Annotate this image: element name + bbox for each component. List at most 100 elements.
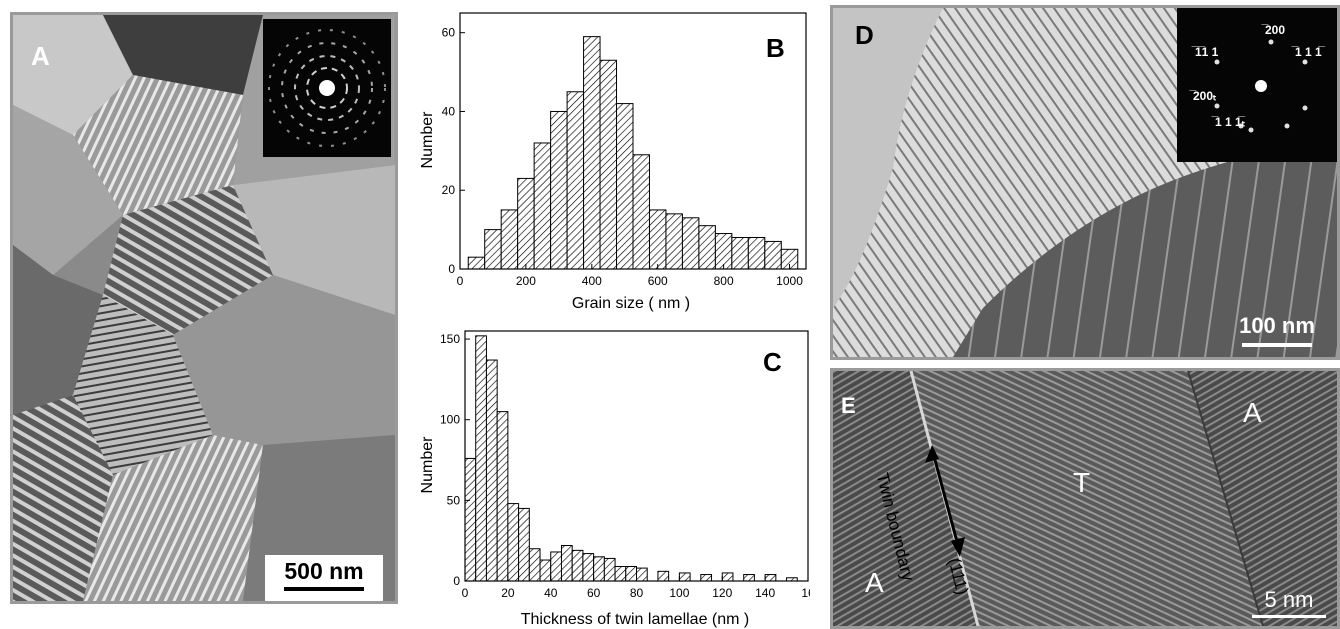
x-axis-label-c: Thickness of twin lamellae (nm ) [521,611,750,628]
histogram-bar [747,236,766,270]
histogram-bar [698,225,716,270]
histogram-bar [714,233,733,270]
histogram-bar [625,565,637,582]
histogram-bar [507,503,520,582]
histogram-bar [700,574,713,582]
spot-label-111b: ̅1 1 1̅ [1291,45,1326,59]
spot-label-200: ̅200 [1261,23,1285,37]
histogram-bar [665,213,683,270]
histogram-bar [500,209,519,270]
histogram-bar [632,154,650,270]
histogram-bar [571,549,584,582]
panel-d-micrograph: ̅200 ̅1̅1 1 ̅1 1 1̅ ̅200ₜ ̅1 1 1̅ₜ D 100… [830,5,1340,360]
histogram-bar [614,565,627,582]
histogram-bar [484,229,502,270]
histogram-bar [593,556,605,582]
histogram-bar [599,59,618,270]
scale-bar-a-line [284,587,364,591]
histogram-bar [528,548,541,582]
matrix-label-top: A [1243,397,1262,428]
y-tick-label: 150 [440,332,460,346]
x-tick-label: 20 [501,586,515,600]
x-tick-label: 600 [648,274,668,288]
histogram-bar [743,574,755,582]
histogram-bar [496,411,509,582]
spot-label-111t: ̅1 1 1̅ₜ [1211,115,1246,129]
x-tick-label: 0 [462,586,469,600]
y-tick-label: 50 [447,493,461,507]
histogram-bar [566,91,585,270]
histogram-bar [764,574,777,582]
y-tick-label: 0 [453,574,460,588]
x-tick-label: 60 [587,586,601,600]
scale-bar-e-label: 5 nm [1264,587,1314,612]
diffraction-pattern-inset-d: ̅200 ̅1̅1 1 ̅1 1 1̅ ̅200ₜ ̅1 1 1̅ₜ [1177,8,1337,162]
x-tick-label: 100 [669,586,689,600]
diffraction-pattern-inset [263,19,391,157]
panel-label-e: E [841,393,856,418]
x-tick-label: 140 [755,586,775,600]
x-tick-label: 120 [712,586,732,600]
histogram-bar [550,551,562,582]
x-tick-label: 16 [801,586,810,600]
scale-bar-a-label: 500 nm [284,558,364,584]
hrtem-image-e [833,371,1337,626]
twin-label: T [1073,467,1091,498]
scale-bar-a: 500 nm [265,555,383,601]
scale-bar-d-label: 100 nm [1239,313,1315,338]
histogram-bars-b [467,36,799,270]
histogram-bar [518,507,530,582]
histogram-bar [657,570,670,582]
histogram-bar [517,177,535,270]
histogram-bar [583,36,601,270]
x-tick-label: 1000 [776,274,803,288]
x-tick-label: 40 [544,586,558,600]
panel-label-a: A [31,41,50,71]
histogram-bar [533,142,552,270]
panel-a-micrograph: A 500 nm [10,12,398,604]
scale-bar-e: 5 nm [1247,587,1331,618]
x-tick-label: 80 [630,586,644,600]
panel-c-histogram: 02040608010012014016050100150 Thickness … [419,330,810,628]
y-tick-label: 100 [440,413,460,427]
histogram-bar [731,236,749,270]
histogram-bar [464,457,477,582]
histogram-bar [616,103,634,270]
scale-bar-e-line [1252,615,1326,618]
histogram-bar [475,335,487,582]
y-tick-label: 40 [442,104,456,118]
y-axis-label-c: Number [419,436,436,494]
panel-label-d: D [855,20,874,50]
y-tick-label: 20 [442,183,456,197]
histogram-bar [678,572,691,582]
spot-label-111a: ̅1̅1 1 [1191,45,1219,59]
histogram-bars-c [464,335,798,582]
panel-b-histogram: 0 200 400 600 800 1000 0 20 40 60 Grain size ( nm… [419,12,807,312]
y-axis-label-b: Number [419,111,436,169]
histogram-bar [648,209,667,270]
histogram-bar [550,110,568,270]
panel-label-b: B [766,33,785,63]
scale-bar-d: 100 nm [1227,313,1327,347]
histogram-bar [485,359,498,582]
twin-boundary-arrow [930,448,962,554]
x-tick-label: 400 [582,274,602,288]
histogram-bar [681,217,700,270]
histogram-bar [636,567,648,582]
panel-e-hrtem: E Twin boundary (111) A A T 5 nm [830,368,1340,629]
axes-b: 0 200 400 600 800 1000 0 20 40 60 [442,12,807,288]
x-tick-label: 200 [516,274,536,288]
y-tick-label: 0 [448,262,455,276]
histogram-bar [467,256,486,270]
plot-frame [459,12,807,270]
histogram-bar [721,572,734,582]
axes-c: 02040608010012014016050100150 [440,330,810,600]
scale-bar-d-line [1242,343,1312,347]
histogram-bar [764,240,782,270]
histogram-bar [560,545,573,582]
histogram-bar [603,557,616,582]
histogram-bar [582,553,595,582]
y-tick-label: 60 [442,26,456,40]
x-tick-label: 800 [714,274,734,288]
panel-label-c: C [763,347,782,377]
